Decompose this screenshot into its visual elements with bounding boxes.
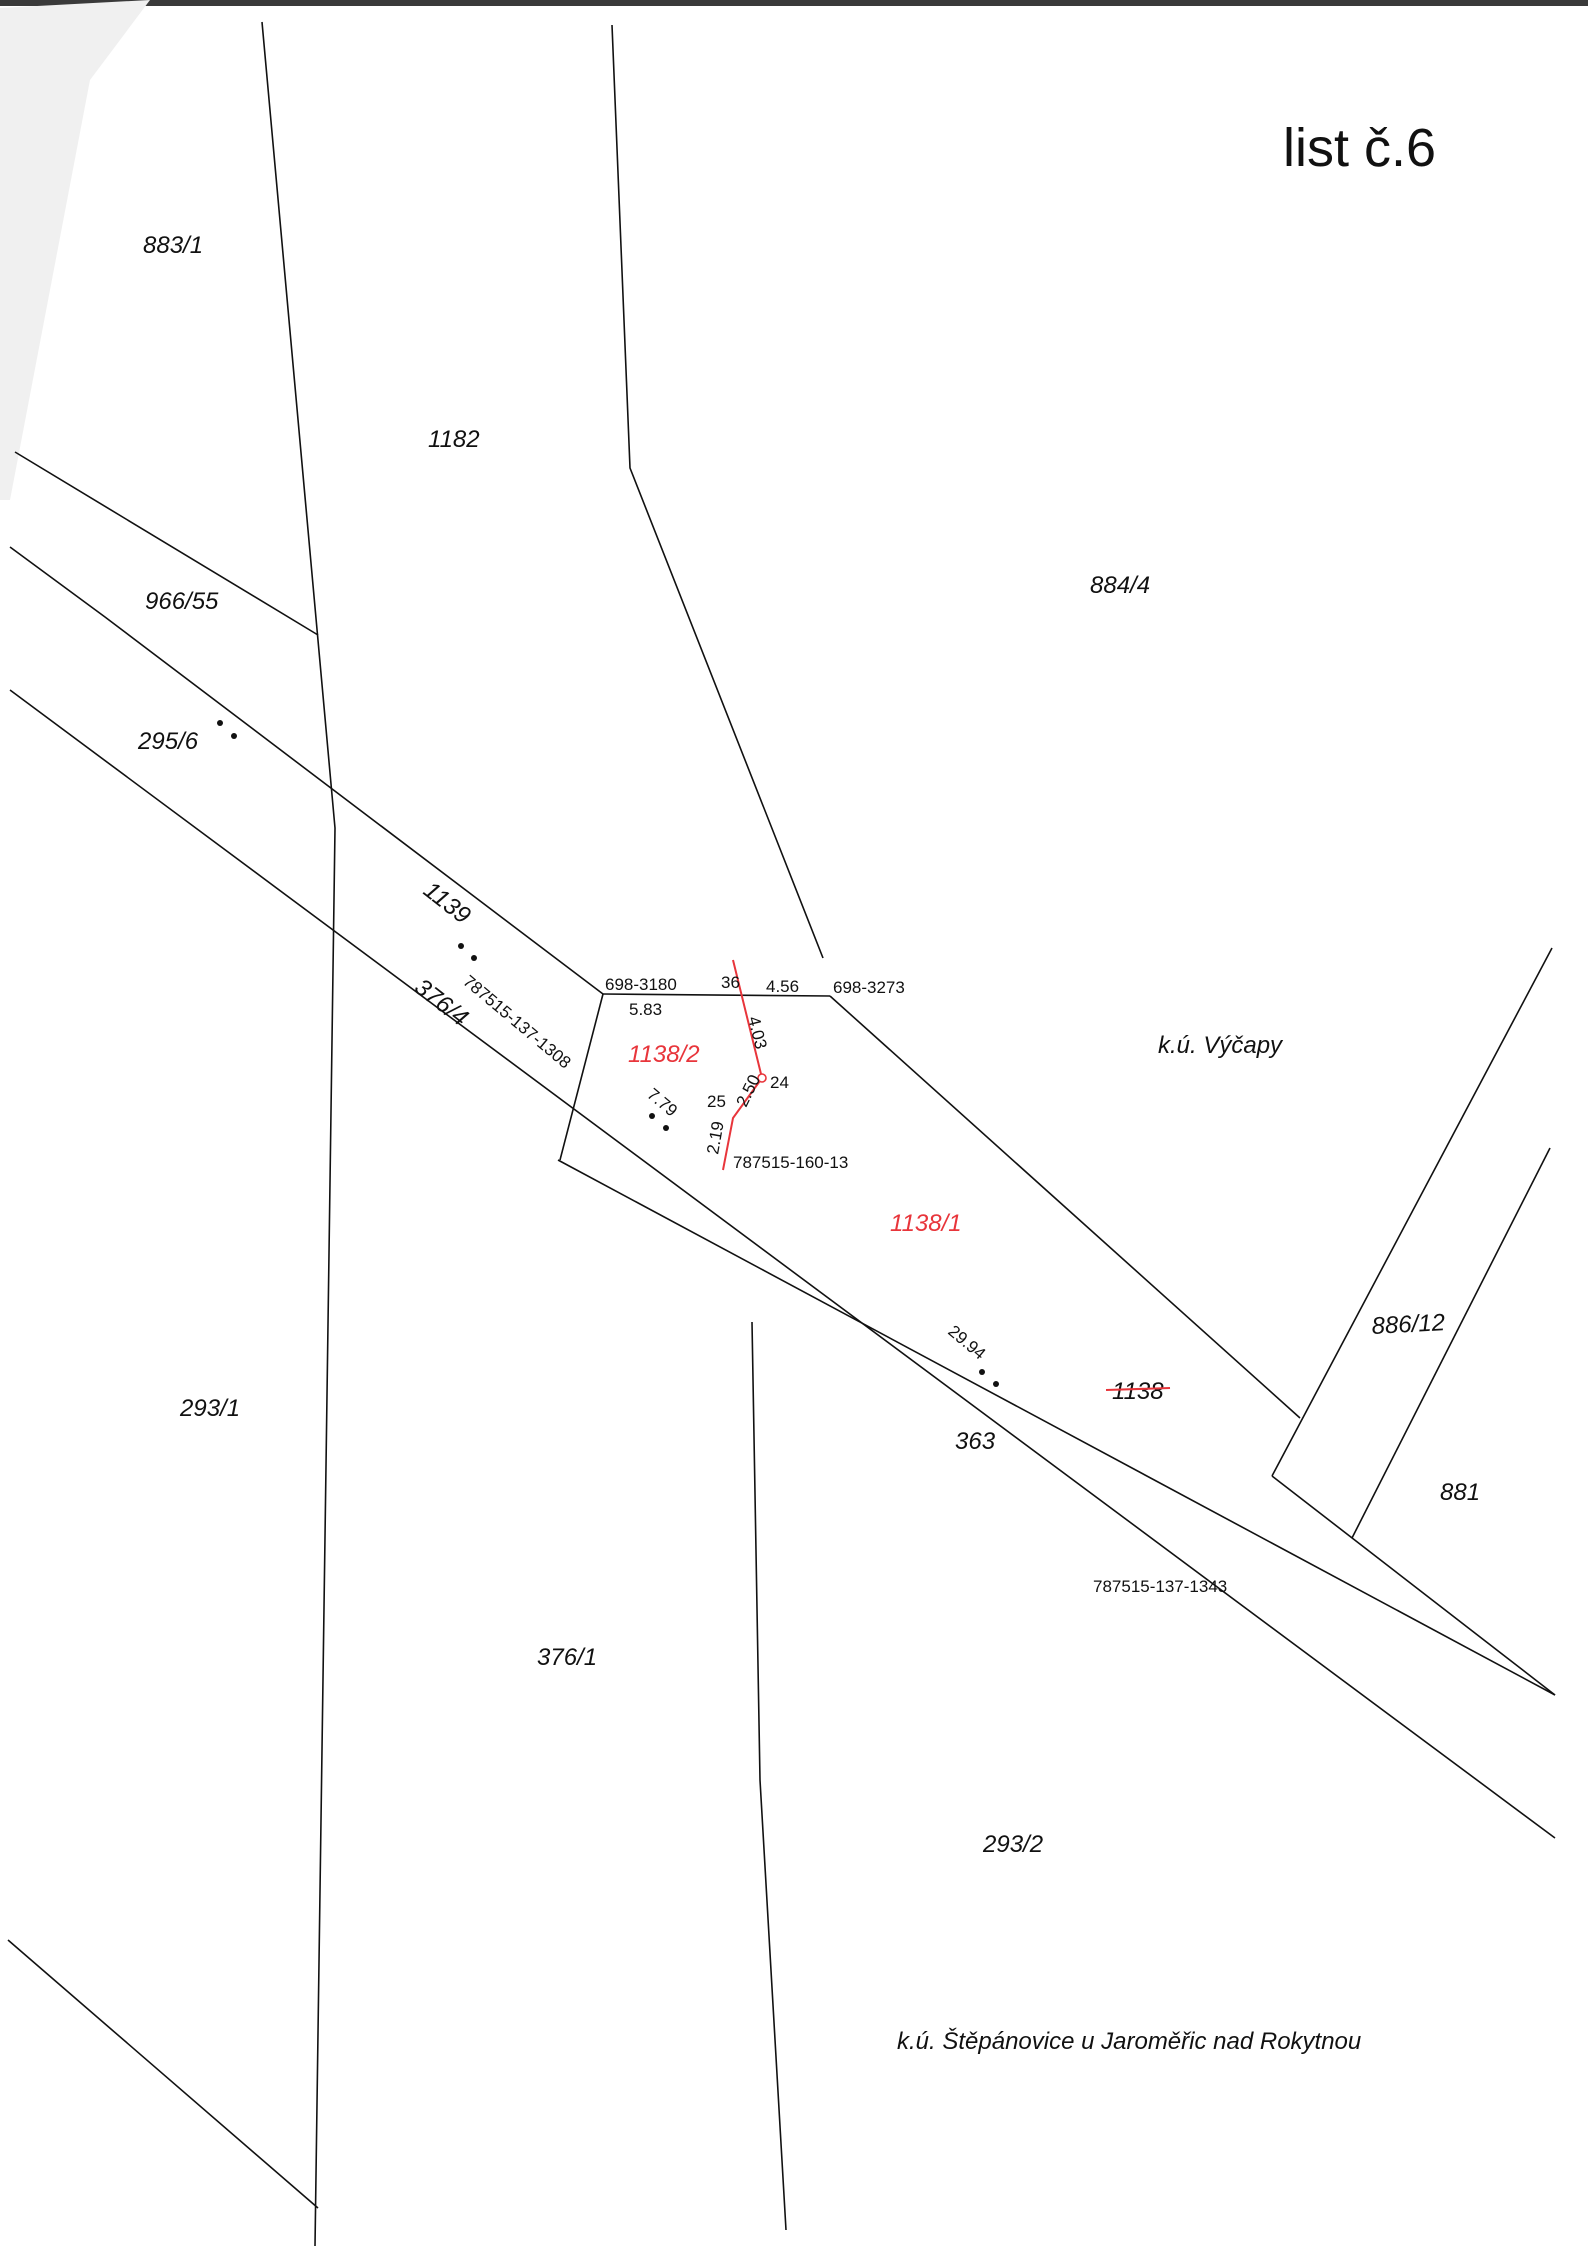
scan-left-margin [0, 0, 150, 500]
point-label: 787515-160-13 [733, 1153, 848, 1172]
boundary-line [751, 1321, 787, 2231]
survey-point [979, 1369, 985, 1375]
boundary-line [9, 546, 604, 995]
parcel-label: 363 [955, 1428, 996, 1455]
parcel-label: 1138/2 [628, 1041, 700, 1068]
point-24-marker [757, 1073, 767, 1083]
parcel-label: 1182 [428, 426, 480, 453]
survey-point [471, 955, 477, 961]
cadastral-area-label: k.ú. Štěpánovice u Jaroměřic nad Rokytno… [897, 2027, 1361, 2055]
boundary-line [1271, 947, 1553, 1477]
boundary-line [557, 1159, 1556, 1696]
parcel-label: 1138/1 [890, 1210, 962, 1237]
survey-point [231, 733, 237, 739]
scan-top-edge [0, 0, 1588, 6]
parcel-label-cancelled: 1138 [1112, 1378, 1164, 1405]
boundary-line [9, 689, 1556, 1839]
measure-label: 7.79 [643, 1085, 681, 1121]
parcel-boundaries [7, 21, 1556, 2246]
parcel-label: 1139 [418, 876, 475, 929]
point-label: 24 [770, 1073, 789, 1092]
point-label: 787515-137-1308 [459, 972, 574, 1073]
survey-point [458, 943, 464, 949]
boundary-line [1271, 1475, 1556, 1696]
parcel-label: 376/1 [537, 1644, 597, 1671]
parcel-label: 881 [1440, 1479, 1480, 1506]
survey-point [993, 1381, 999, 1387]
survey-point [217, 720, 223, 726]
measure-label: 29.94 [944, 1322, 989, 1364]
sheet-title: list č.6 [1283, 118, 1436, 178]
new-boundary-line [722, 959, 764, 1171]
parcel-label: 883/1 [143, 232, 203, 259]
boundary-line [14, 451, 319, 636]
boundary-line [7, 1939, 319, 2209]
parcel-label: 966/55 [145, 588, 219, 615]
boundary-line [829, 995, 1301, 1419]
measure-label: 5.83 [629, 1000, 662, 1019]
point-label: 787515-137-1343 [1093, 1577, 1227, 1596]
parcel-label: 295/6 [137, 728, 199, 755]
survey-markers [217, 720, 999, 1387]
boundary-line [261, 21, 336, 2246]
survey-point [649, 1113, 655, 1119]
measure-label: 4.56 [766, 977, 799, 996]
boundary-line [611, 24, 824, 959]
parcel-label: 884/4 [1090, 572, 1150, 599]
point-label: 36 [721, 973, 740, 992]
boundary-line [602, 993, 831, 997]
parcel-label: 293/2 [982, 1831, 1043, 1858]
point-label: 698-3180 [605, 975, 677, 994]
point-label: 25 [707, 1092, 726, 1111]
boundary-line [559, 993, 604, 1161]
cancel-strike [1105, 1387, 1171, 1391]
boundary-line [1351, 1147, 1551, 1539]
measure-label: 4.03 [744, 1014, 770, 1051]
parcel-label: 293/1 [179, 1395, 240, 1422]
point-label: 698-3273 [833, 978, 905, 997]
cadastral-area-label: k.ú. Výčapy [1158, 1032, 1284, 1059]
measure-label: 2.19 [703, 1120, 727, 1156]
survey-point [663, 1125, 669, 1131]
parcel-label: 886/12 [1371, 1309, 1446, 1340]
